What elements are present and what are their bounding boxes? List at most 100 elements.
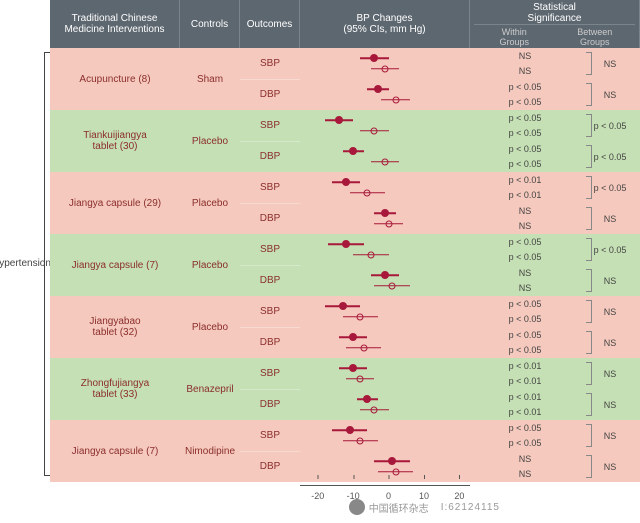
point-filled <box>388 457 396 465</box>
watermark-text: 中国循环杂志 <box>369 500 429 515</box>
hdr-between: Between Groups <box>555 24 636 47</box>
between-groups: NSNS <box>580 358 640 420</box>
hdr-stat-label: Statistical Significance <box>528 2 582 24</box>
hdr-stat: Statistical Significance Within Groups B… <box>470 0 640 48</box>
hdr-tcm: Traditional Chinese Medicine Interventio… <box>50 0 180 48</box>
cell-ctrl: Nimodipine <box>180 420 240 482</box>
between-groups: p < 0.05NS <box>580 172 640 234</box>
point-filled <box>346 426 354 434</box>
hdr-ctrl: Controls <box>180 0 240 48</box>
cell-outcomes: SBPDBP <box>240 296 300 358</box>
cell-outcomes: SBPDBP <box>240 234 300 296</box>
study-rows: Acupuncture (8)ShamSBPDBPNSNSp < 0.05p <… <box>50 48 640 482</box>
stat-value: NS <box>470 281 580 297</box>
stat-value: p < 0.05 <box>580 172 640 203</box>
cell-stat: p < 0.05p < 0.05NSNSNSNS <box>470 420 640 482</box>
stat-value: NS <box>580 265 640 296</box>
stat-value: NS <box>470 451 580 467</box>
stat-value: p < 0.05 <box>470 436 580 452</box>
point-filled <box>349 333 357 341</box>
bracket-icon <box>586 362 592 385</box>
outcome-label: SBP <box>240 234 300 266</box>
stat-value: NS <box>470 467 580 483</box>
outcome-label: SBP <box>240 48 300 80</box>
stat-value: p < 0.05 <box>580 234 640 265</box>
within-groups: p < 0.01p < 0.01p < 0.01p < 0.01 <box>470 358 580 420</box>
bracket-icon <box>586 455 592 478</box>
stat-value: NS <box>580 389 640 420</box>
outcome-label: DBP <box>240 204 300 235</box>
cell-outcomes: SBPDBP <box>240 172 300 234</box>
cell-forest <box>300 420 470 482</box>
cell-tcm: Tiankuijiangya tablet (30) <box>50 110 180 172</box>
hdr-within: Within Groups <box>474 24 555 47</box>
point-open <box>357 437 364 444</box>
bracket-icon <box>586 269 592 292</box>
outcome-label: SBP <box>240 358 300 390</box>
study-row: Tiankuijiangya tablet (30)PlaceboSBPDBPp… <box>50 110 640 172</box>
bracket-icon <box>586 424 592 447</box>
hdr-bp: BP Changes (95% CIs, mm Hg) <box>300 0 470 48</box>
stat-value: p < 0.01 <box>470 358 580 374</box>
bracket-icon <box>586 238 592 261</box>
bracket-icon <box>586 300 592 323</box>
cell-stat: NSNSp < 0.05p < 0.05NSNS <box>470 48 640 110</box>
cell-forest <box>300 172 470 234</box>
cell-ctrl: Benazepril <box>180 358 240 420</box>
stat-value: p < 0.05 <box>470 110 580 126</box>
point-filled <box>342 178 350 186</box>
outcome-label: DBP <box>240 80 300 111</box>
stat-value: p < 0.05 <box>470 327 580 343</box>
point-open <box>382 65 389 72</box>
outcome-label: SBP <box>240 172 300 204</box>
stat-value: p < 0.05 <box>580 110 640 141</box>
stat-value: p < 0.05 <box>470 95 580 111</box>
bracket-icon <box>586 83 592 106</box>
stat-value: NS <box>470 265 580 281</box>
stat-value: p < 0.05 <box>470 312 580 328</box>
cell-forest <box>300 234 470 296</box>
stat-value: NS <box>580 420 640 451</box>
cell-forest <box>300 110 470 172</box>
study-row: Jiangya capsule (7)PlaceboSBPDBPp < 0.05… <box>50 234 640 296</box>
point-open <box>364 189 371 196</box>
stat-value: NS <box>580 48 640 79</box>
point-open <box>360 344 367 351</box>
cell-outcomes: SBPDBP <box>240 48 300 110</box>
point-filled <box>349 147 357 155</box>
between-groups: NSNS <box>580 296 640 358</box>
cell-ctrl: Placebo <box>180 172 240 234</box>
point-open <box>392 96 399 103</box>
stat-value: p < 0.05 <box>470 234 580 250</box>
stat-value: p < 0.01 <box>470 405 580 421</box>
stat-value: p < 0.05 <box>470 126 580 142</box>
between-groups: NSNS <box>580 48 640 110</box>
point-open <box>371 127 378 134</box>
point-open <box>389 282 396 289</box>
stat-value: p < 0.01 <box>470 374 580 390</box>
point-filled <box>370 54 378 62</box>
cell-tcm: Zhongfujiangya tablet (33) <box>50 358 180 420</box>
cell-tcm: Jiangyabao tablet (32) <box>50 296 180 358</box>
outcome-label: DBP <box>240 328 300 359</box>
cell-outcomes: SBPDBP <box>240 420 300 482</box>
point-filled <box>335 116 343 124</box>
within-groups: p < 0.05p < 0.05NSNS <box>470 420 580 482</box>
stat-value: p < 0.05 <box>470 296 580 312</box>
within-groups: p < 0.01p < 0.01NSNS <box>470 172 580 234</box>
cell-tcm: Acupuncture (8) <box>50 48 180 110</box>
point-open <box>357 313 364 320</box>
axis-line <box>300 485 470 486</box>
point-filled <box>342 240 350 248</box>
stat-value: p < 0.05 <box>580 141 640 172</box>
side-labels: Hypertension Sham/ placebo controlled st… <box>0 48 50 482</box>
point-filled <box>381 271 389 279</box>
stat-value: p < 0.01 <box>470 188 580 204</box>
bracket-icon <box>586 145 592 168</box>
cell-stat: p < 0.05p < 0.05p < 0.05p < 0.05NSNS <box>470 296 640 358</box>
stat-value: NS <box>580 451 640 482</box>
hdr-out: Outcomes <box>240 0 300 48</box>
point-open <box>385 220 392 227</box>
stat-value: NS <box>580 358 640 389</box>
stat-value: NS <box>470 203 580 219</box>
